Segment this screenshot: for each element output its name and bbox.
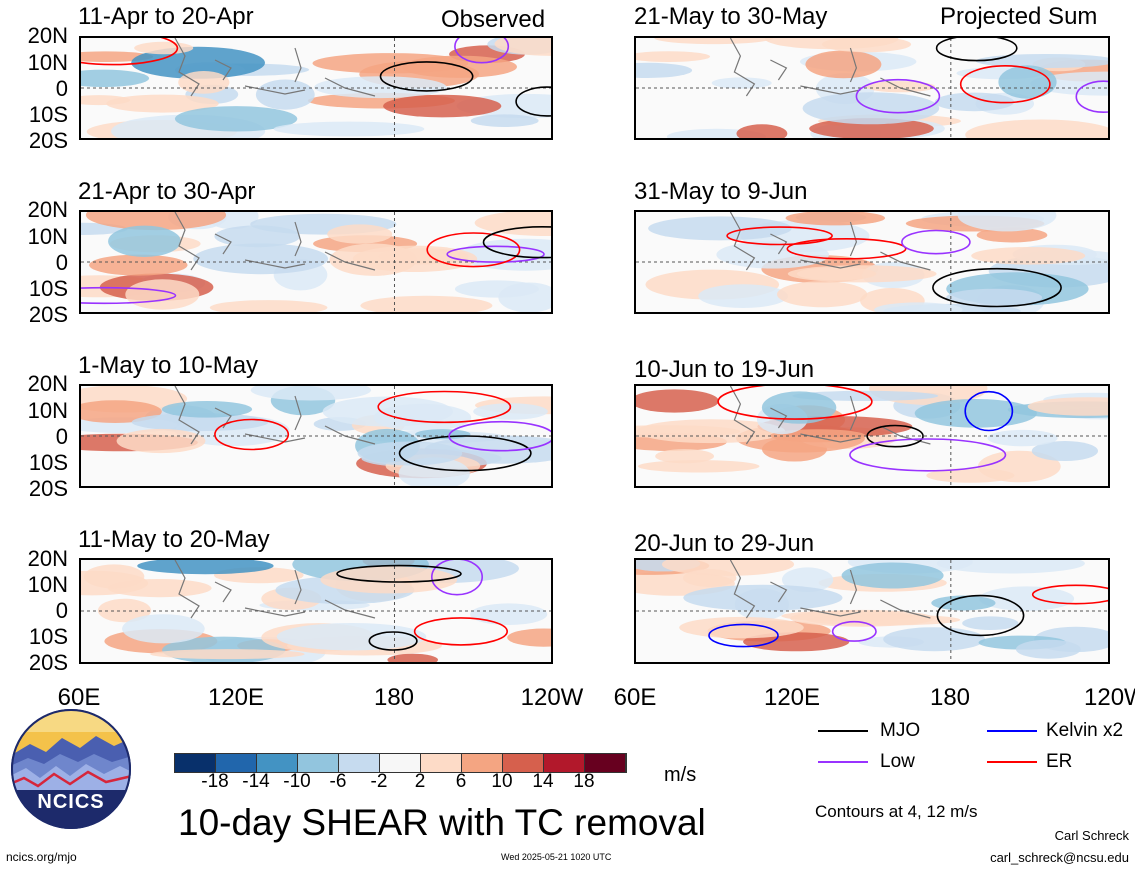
colorbar-cell — [503, 754, 544, 772]
colorbar-cell — [339, 754, 380, 772]
logo-text: NCICS — [37, 791, 105, 813]
projected-header: Projected Sum — [940, 3, 1098, 30]
low-legend-label: Low — [880, 751, 915, 772]
lat-label: 10N — [27, 398, 68, 423]
colorbar-tick-label: -6 — [329, 771, 347, 792]
colorbar-cell — [585, 754, 626, 772]
colorbar-tick-label: 14 — [532, 771, 554, 792]
map-panel — [634, 384, 1110, 488]
mjo-legend-label: MJO — [880, 720, 921, 741]
panel-title: 10-Jun to 19-Jun — [634, 356, 815, 383]
panel-title: 11-May to 20-May — [78, 526, 270, 553]
footer-url: ncics.org/mjo — [6, 850, 77, 864]
panel-title: 11-Apr to 20-Apr — [78, 3, 254, 30]
colorbar-tick-label: 2 — [414, 771, 426, 792]
panel-title: 21-May to 30-May — [634, 3, 828, 30]
colorbar-tick-label: -18 — [201, 771, 229, 792]
lat-label: 10N — [27, 224, 68, 249]
lat-label: 10N — [27, 50, 68, 75]
panel-title: 1-May to 10-May — [78, 352, 259, 379]
colorbar-cell — [462, 754, 503, 772]
colorbar-tick-label: 18 — [573, 771, 595, 792]
contours-note: Contours at 4, 12 m/s — [815, 802, 978, 821]
colorbar-tick-label: -10 — [283, 771, 311, 792]
observed-header: Observed — [441, 6, 546, 33]
kelvin-legend-label: Kelvin x2 — [1046, 720, 1124, 741]
colorbar-tick-label: 10 — [491, 771, 513, 792]
map-panel — [79, 558, 553, 664]
low-legend-line — [818, 761, 868, 763]
lon-label: 120E — [207, 684, 265, 711]
map-panel — [634, 210, 1110, 314]
map-panel — [79, 36, 553, 140]
lat-label: 10S — [28, 450, 68, 475]
lat-label: 10S — [28, 276, 68, 301]
colorbar-tick-label: 6 — [455, 771, 467, 792]
lat-label: 10N — [27, 572, 68, 597]
er-legend-line — [987, 761, 1037, 763]
lat-label: 20S — [28, 476, 68, 501]
lat-label: 0 — [55, 598, 68, 623]
lon-label: 60E — [57, 684, 101, 711]
ncics-logo: NCICS — [10, 708, 132, 830]
lat-label: 20N — [27, 546, 68, 571]
footer-email: carl_schreck@ncsu.edu — [990, 850, 1129, 865]
lat-label: 20N — [27, 371, 68, 396]
lat-label: 10S — [28, 102, 68, 127]
colorbar-cell — [175, 754, 216, 772]
colorbar-unit: m/s — [664, 764, 697, 786]
lat-label: 20N — [27, 23, 68, 48]
lat-label: 20N — [27, 197, 68, 222]
footer-timestamp: Wed 2025-05-21 1020 UTC — [501, 852, 612, 862]
panel-title: 20-Jun to 29-Jun — [634, 530, 815, 557]
colorbar-tick-label: -14 — [242, 771, 270, 792]
lon-label: 60E — [613, 684, 657, 711]
main-title: 10-day SHEAR with TC removal — [178, 802, 706, 843]
er-legend-label: ER — [1046, 751, 1073, 772]
lat-label: 20S — [28, 650, 68, 675]
map-panel — [79, 210, 553, 314]
colorbar-cell — [216, 754, 257, 772]
map-panel — [634, 558, 1110, 664]
kelvin-legend-line — [987, 730, 1037, 732]
colorbar-cell — [257, 754, 298, 772]
panel-title: 21-Apr to 30-Apr — [78, 178, 256, 205]
lon-label: 180 — [373, 684, 415, 711]
lat-label: 20S — [28, 302, 68, 327]
colorbar-cell — [421, 754, 462, 772]
lon-label: 120W — [520, 684, 584, 711]
lat-label: 10S — [28, 624, 68, 649]
lon-label: 120W — [1084, 684, 1135, 711]
map-panel — [79, 384, 553, 488]
colorbar-tick-label: -2 — [370, 771, 388, 792]
lat-label: 0 — [55, 424, 68, 449]
lon-label: 120E — [763, 684, 821, 711]
footer-author: Carl Schreck — [1054, 828, 1129, 843]
colorbar-cell — [298, 754, 339, 772]
map-panel — [634, 36, 1110, 140]
lon-label: 180 — [929, 684, 971, 711]
lat-label: 0 — [55, 76, 68, 101]
colorbar-cell — [380, 754, 421, 772]
panel-title: 31-May to 9-Jun — [634, 178, 808, 205]
mjo-legend-line — [818, 730, 868, 732]
lat-label: 0 — [55, 250, 68, 275]
colorbar — [174, 753, 627, 773]
lat-label: 20S — [28, 128, 68, 153]
colorbar-cell — [544, 754, 585, 772]
